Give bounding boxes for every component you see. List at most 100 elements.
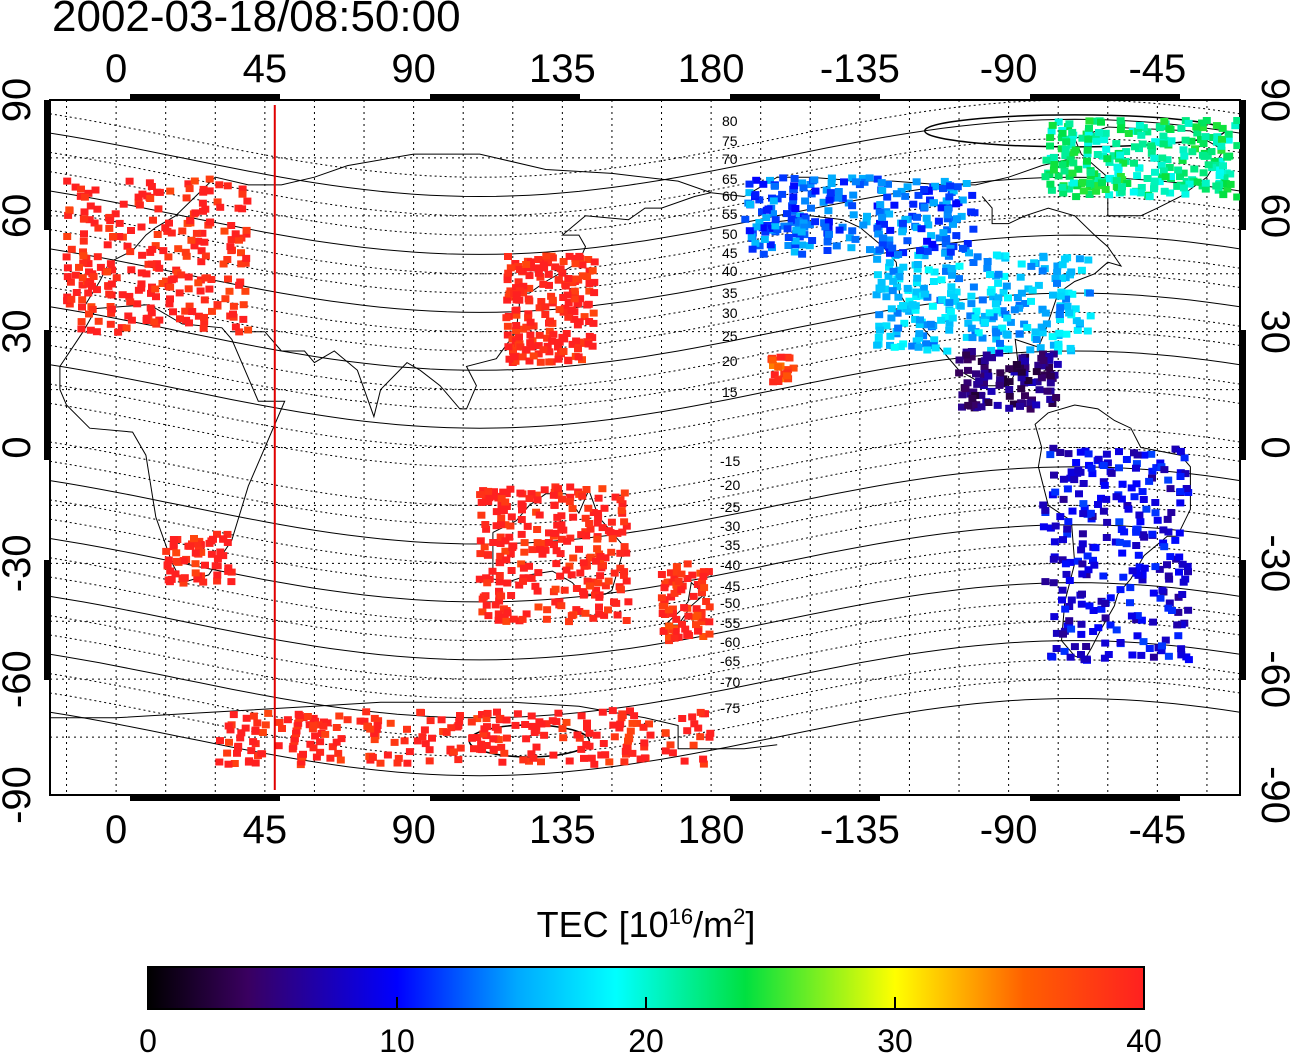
tec-point	[657, 594, 666, 602]
tec-point	[496, 714, 505, 722]
tec-point	[924, 221, 933, 229]
tec-point	[942, 267, 950, 275]
tec-point	[1115, 155, 1124, 163]
tec-point	[636, 755, 645, 763]
tec-point	[542, 252, 551, 260]
tec-point	[1091, 132, 1100, 140]
tec-point	[690, 720, 699, 728]
tec-point	[85, 310, 93, 318]
tec-point	[590, 289, 599, 297]
tec-point	[194, 545, 203, 553]
tec-point	[945, 319, 954, 327]
tec-point	[150, 318, 159, 326]
tec-point	[610, 733, 619, 741]
tec-point	[533, 526, 542, 533]
tec-point	[1039, 252, 1048, 260]
tec-point	[1056, 304, 1065, 312]
tec-point	[755, 242, 764, 250]
tec-point	[1161, 173, 1170, 181]
tec-point	[511, 357, 520, 365]
tec-point	[580, 313, 589, 321]
tec-point	[1221, 180, 1230, 188]
tec-point	[193, 540, 202, 548]
tec-point	[958, 196, 967, 204]
tec-point	[552, 718, 561, 726]
tec-point	[1072, 459, 1081, 466]
tec-point	[751, 239, 760, 247]
tec-point	[109, 233, 118, 240]
tec-point	[196, 287, 205, 295]
tec-point	[418, 733, 427, 741]
tec-point	[892, 190, 901, 198]
tec-point	[696, 733, 705, 741]
tec-point	[227, 222, 236, 229]
tec-point	[874, 333, 883, 341]
tec-point	[200, 296, 209, 304]
tec-point	[619, 571, 628, 579]
tec-point	[798, 250, 807, 258]
tec-point	[832, 242, 841, 250]
tec-point	[616, 585, 625, 593]
tec-point	[153, 231, 162, 238]
tec-point	[205, 285, 214, 293]
tec-point	[390, 738, 399, 746]
tec-point	[1078, 134, 1087, 142]
tec-point	[903, 284, 912, 292]
tec-point	[584, 256, 593, 263]
tec-point	[1015, 330, 1024, 338]
tec-point	[705, 630, 714, 638]
tec-point	[482, 715, 491, 723]
tec-point	[526, 331, 535, 339]
tec-point	[1026, 346, 1035, 354]
tec-point	[560, 304, 569, 312]
tec-point	[665, 637, 673, 645]
tec-point	[106, 320, 115, 328]
tec-point	[249, 712, 258, 720]
tec-point	[1112, 177, 1121, 185]
tec-point	[65, 206, 74, 214]
tec-point	[530, 729, 539, 736]
tec-point	[565, 562, 574, 570]
tec-point	[1138, 576, 1147, 584]
tec-point	[924, 266, 933, 274]
tec-point	[658, 602, 667, 610]
contour-label: -35	[720, 537, 740, 553]
tec-point	[1181, 470, 1190, 478]
tec-point	[534, 350, 543, 358]
tec-point	[1065, 617, 1074, 625]
tec-point	[294, 719, 303, 727]
tec-point	[771, 222, 780, 230]
tec-point	[666, 569, 675, 577]
tec-point	[502, 503, 511, 510]
tec-point	[705, 733, 714, 741]
tec-point	[1138, 140, 1147, 148]
tec-point	[620, 518, 629, 526]
tec-point	[566, 493, 575, 501]
tec-point	[577, 531, 586, 539]
tec-point	[554, 355, 563, 363]
tec-point	[534, 569, 543, 577]
tec-point	[593, 535, 602, 543]
tec-point	[1147, 450, 1156, 458]
x-tick-label-bottom: -90	[980, 808, 1038, 852]
tec-point	[1148, 530, 1157, 538]
tec-point	[947, 283, 956, 291]
tec-point	[201, 274, 210, 282]
tec-point	[124, 312, 133, 320]
tec-point	[1122, 456, 1131, 463]
x-tick-label-bottom: 90	[391, 808, 436, 852]
tec-point	[948, 314, 957, 322]
tec-point	[886, 332, 895, 340]
contour-line	[50, 504, 1240, 584]
tec-point	[224, 760, 233, 768]
tec-point	[948, 271, 956, 279]
tec-point	[541, 546, 550, 554]
tec-point	[1058, 183, 1067, 191]
tec-point	[790, 182, 799, 190]
tec-point	[964, 401, 973, 409]
colorbar-title: TEC [1016/m2]	[536, 904, 756, 945]
tec-point	[488, 567, 497, 575]
tec-point	[618, 710, 627, 718]
tec-point	[667, 593, 676, 601]
tec-point	[980, 312, 989, 320]
